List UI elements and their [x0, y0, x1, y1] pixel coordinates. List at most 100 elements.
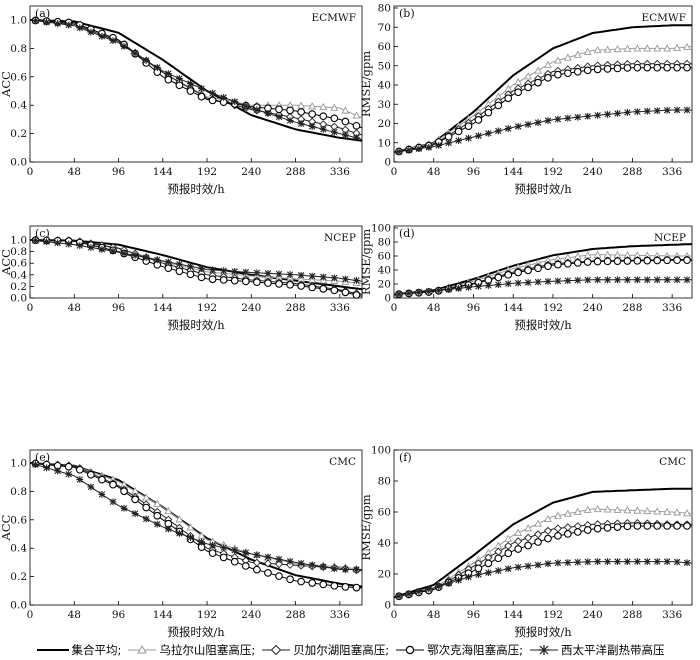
marker-ural [330, 103, 339, 111]
marker-okhotsk [573, 67, 582, 76]
marker-wpsh [176, 75, 183, 82]
marker-okhotsk [87, 470, 95, 479]
y-tick-label: 50 [378, 60, 391, 72]
x-tick-label: 0 [27, 302, 34, 314]
y-axis-label: ACC [0, 514, 13, 541]
panel-label: (b) [399, 7, 415, 20]
marker-wpsh [54, 20, 62, 27]
marker-wpsh [653, 558, 661, 565]
marker-okhotsk [264, 279, 272, 287]
marker-okhotsk [319, 285, 328, 293]
marker-wpsh [475, 571, 482, 578]
marker-okhotsk [524, 541, 532, 550]
marker-wpsh [604, 110, 611, 118]
marker-okhotsk [142, 503, 151, 512]
x-tick-label: 288 [622, 609, 642, 621]
marker-ural [603, 45, 612, 53]
marker-wpsh [554, 559, 562, 567]
marker-baikal [563, 523, 572, 532]
marker-wpsh [109, 247, 117, 255]
marker-okhotsk [583, 66, 592, 75]
marker-ural [524, 524, 533, 532]
marker-wpsh [614, 109, 621, 117]
series-wpsh [393, 558, 693, 600]
marker-okhotsk [208, 96, 217, 105]
marker-okhotsk [352, 121, 361, 130]
marker-okhotsk [175, 81, 184, 90]
marker-wpsh [142, 254, 150, 262]
marker-baikal [524, 533, 533, 542]
marker-okhotsk [494, 101, 503, 110]
marker-okhotsk [683, 256, 691, 265]
marker-wpsh [534, 561, 542, 569]
marker-wpsh [514, 563, 522, 571]
marker-wpsh [87, 244, 95, 251]
x-tick-label: 336 [330, 166, 350, 178]
y-axis-label: RMSE/gpm [359, 494, 373, 560]
series-line-ural [393, 46, 693, 153]
y-tick-label: 60 [378, 251, 391, 263]
marker-ural [319, 102, 328, 111]
marker-wpsh [455, 284, 462, 292]
legend-item-ural: 乌拉尔山阻塞高压; [127, 642, 255, 658]
marker-ural [683, 509, 691, 517]
marker-wpsh [297, 271, 305, 279]
series-line-baikal [393, 522, 692, 598]
x-tick-label: 336 [662, 302, 682, 314]
marker-wpsh [286, 271, 294, 278]
series-line-wpsh [393, 561, 693, 598]
marker-okhotsk [164, 75, 173, 84]
marker-ural [341, 106, 350, 114]
model-label: NCEP [324, 232, 356, 244]
marker-wpsh [164, 70, 172, 78]
marker-ural [186, 523, 195, 531]
panel-c: 0 48 96 144 192 240 288 336 0.00.20.40.60.81.0 预报… [0, 225, 363, 332]
marker-baikal [543, 526, 553, 535]
marker-okhotsk [524, 266, 532, 275]
marker-wpsh [683, 559, 691, 567]
marker-wpsh [395, 148, 403, 156]
marker-wpsh [253, 106, 261, 114]
y-axis-label: RMSE/gpm [359, 229, 373, 295]
x-tick-label: 48 [427, 166, 440, 178]
marker-okhotsk [474, 564, 483, 573]
x-tick-label: 96 [112, 166, 126, 178]
marker-okhotsk [241, 562, 250, 570]
marker-wpsh [242, 268, 250, 276]
marker-wpsh [131, 252, 139, 259]
model-label: CMC [659, 456, 686, 468]
marker-ural [683, 42, 691, 51]
marker-wpsh [253, 551, 261, 559]
marker-okhotsk [514, 88, 523, 97]
marker-okhotsk [308, 579, 317, 587]
marker-ural [623, 506, 632, 514]
marker-wpsh [405, 289, 413, 297]
marker-wpsh [264, 553, 272, 561]
series-line-wpsh [29, 239, 363, 282]
marker-wpsh [76, 242, 84, 249]
y-tick-label: 20 [378, 279, 391, 291]
series-line-baikal [393, 63, 692, 153]
series-line-okhotsk [29, 462, 363, 589]
marker-okhotsk [474, 116, 483, 124]
plot-frame [29, 225, 363, 299]
marker-wpsh [494, 281, 502, 289]
x-tick-label: 192 [543, 302, 563, 314]
marker-wpsh [643, 107, 651, 115]
y-tick-label: 0.6 [10, 258, 27, 270]
marker-wpsh [109, 37, 117, 44]
marker-ural [352, 111, 361, 119]
marker-wpsh [297, 120, 305, 128]
x-tick-label: 96 [467, 302, 481, 314]
marker-okhotsk [308, 110, 317, 118]
marker-baikal [494, 547, 503, 556]
y-axis-label: RMSE/gpm [359, 51, 373, 117]
marker-wpsh [242, 102, 250, 110]
series-okhotsk [29, 16, 363, 130]
marker-wpsh [353, 566, 360, 573]
marker-ural [553, 511, 562, 519]
marker-okhotsk [563, 259, 572, 268]
marker-okhotsk [583, 258, 592, 266]
marker-ural [534, 519, 542, 527]
panel-b: 0 48 96 144 192 240 288 336 0 10 20 30 40 50 60 70 80 预报时… [359, 3, 693, 196]
